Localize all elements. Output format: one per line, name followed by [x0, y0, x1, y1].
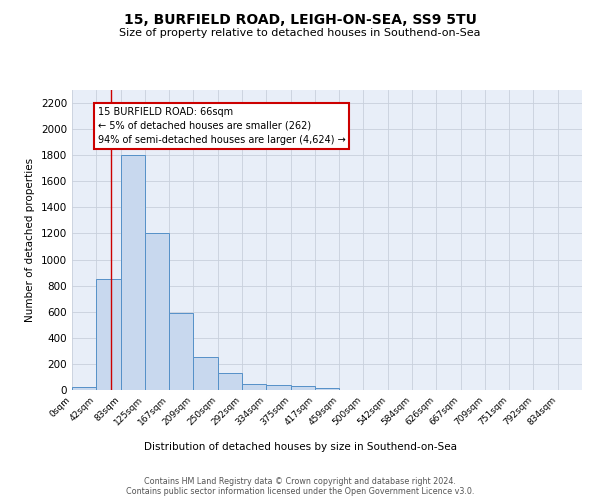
Bar [72, 386, 96, 390]
Text: Size of property relative to detached houses in Southend-on-Sea: Size of property relative to detached ho… [119, 28, 481, 38]
Bar [169, 313, 193, 390]
Y-axis label: Number of detached properties: Number of detached properties [25, 158, 35, 322]
Bar [218, 373, 242, 390]
Bar [242, 384, 266, 390]
Bar [96, 279, 121, 390]
Bar [121, 155, 145, 390]
Bar [290, 386, 315, 390]
Bar [145, 234, 169, 390]
Text: Contains HM Land Registry data © Crown copyright and database right 2024.: Contains HM Land Registry data © Crown c… [144, 478, 456, 486]
Bar [266, 385, 290, 390]
Bar [193, 356, 218, 390]
Text: Contains public sector information licensed under the Open Government Licence v3: Contains public sector information licen… [126, 488, 474, 496]
Text: 15 BURFIELD ROAD: 66sqm
← 5% of detached houses are smaller (262)
94% of semi-de: 15 BURFIELD ROAD: 66sqm ← 5% of detached… [98, 107, 346, 145]
Text: Distribution of detached houses by size in Southend-on-Sea: Distribution of detached houses by size … [143, 442, 457, 452]
Text: 15, BURFIELD ROAD, LEIGH-ON-SEA, SS9 5TU: 15, BURFIELD ROAD, LEIGH-ON-SEA, SS9 5TU [124, 12, 476, 26]
Bar [315, 388, 339, 390]
